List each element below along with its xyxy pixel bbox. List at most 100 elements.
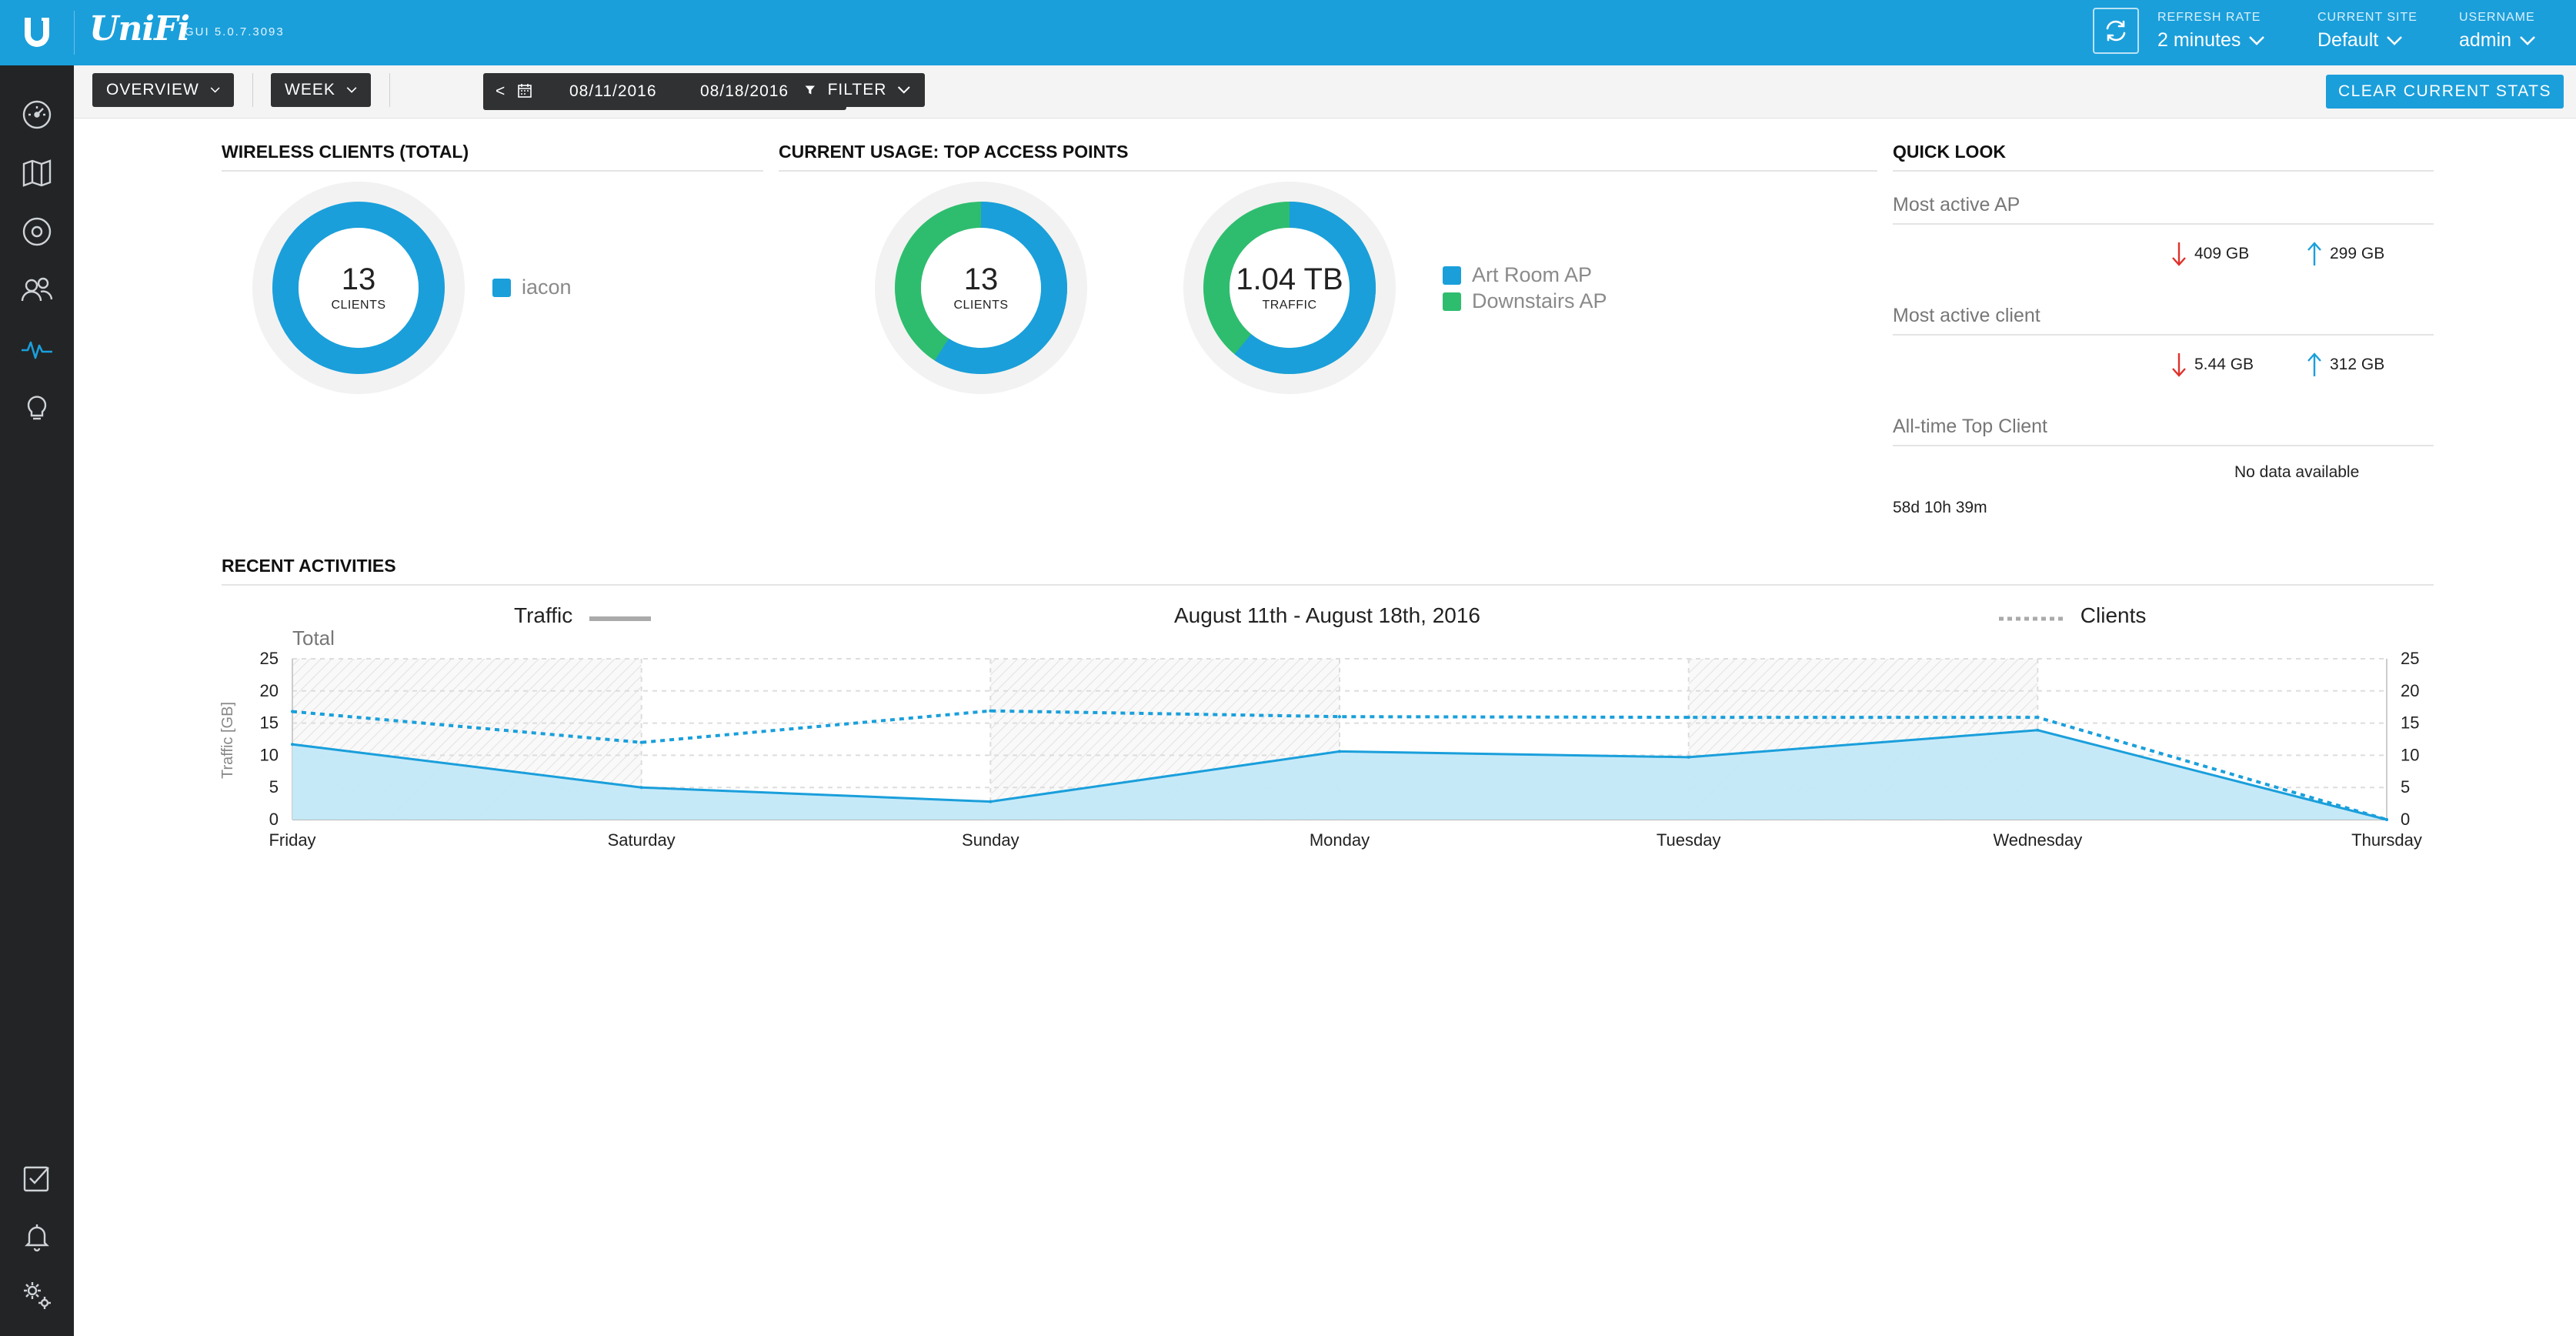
ap-traffic-value: 1.04 TB: [1236, 262, 1343, 296]
traffic-point: [639, 786, 643, 790]
arrow-up-icon: [2307, 242, 2321, 266]
clients-icon[interactable]: [18, 272, 55, 309]
ap-traffic-caption: TRAFFIC: [1262, 299, 1317, 312]
traffic-area: [292, 730, 2387, 820]
legend-label: Art Room AP: [1472, 263, 1593, 286]
x-tick-label: Friday: [269, 830, 315, 850]
x-tick-label: Monday: [1310, 830, 1370, 850]
section-divider: [222, 584, 2434, 586]
chevron-down-icon: [2520, 35, 2536, 45]
ap-traffic-donut[interactable]: 1.04 TB TRAFFIC: [1182, 180, 1397, 396]
y-tick-label-right: 20: [2401, 681, 2419, 700]
sidebar: [0, 65, 74, 1336]
filter-icon: [805, 85, 816, 95]
traffic-point: [989, 800, 993, 803]
view-select[interactable]: OVERVIEW: [92, 73, 234, 107]
arrow-down-icon: [2172, 242, 2186, 266]
clients-legend[interactable]: Clients: [1999, 603, 2146, 628]
clients-caption: CLIENTS: [331, 299, 386, 312]
x-tick-label: Thursday: [2351, 830, 2422, 850]
uptime-value: 58d 10h 39m: [1893, 499, 1987, 516]
y-tick-label-left: 10: [260, 745, 279, 764]
chevron-down-icon: [210, 87, 220, 93]
x-tick-label: Sunday: [962, 830, 1019, 850]
ubiquiti-logo-icon[interactable]: [0, 0, 74, 65]
legend-item[interactable]: Downstairs AP: [1443, 289, 1607, 313]
x-tick-label: Tuesday: [1657, 830, 1721, 850]
chevron-down-icon: [898, 86, 911, 94]
section-divider: [1893, 223, 2434, 225]
dotted-line-swatch: [1999, 616, 2064, 621]
upload-value: 299 GB: [2330, 245, 2385, 262]
recent-activities-title: RECENT ACTIVITIES: [222, 556, 396, 576]
x-tick-label: Wednesday: [1993, 830, 2082, 850]
refresh-button[interactable]: [2093, 8, 2139, 54]
traffic-line: [292, 729, 2387, 821]
most-active-client-upload: 312 GB: [2307, 352, 2384, 378]
devices-icon[interactable]: [18, 213, 55, 250]
traffic-point: [2036, 728, 2040, 732]
y-tick-label-right: 0: [2401, 810, 2410, 829]
toolbar: OVERVIEW WEEK < 08/11/2016 08/18/2016 > …: [74, 65, 2576, 119]
wireless-clients-donut[interactable]: 13 CLIENTS: [251, 180, 466, 396]
clients-line: [292, 709, 2387, 821]
legend-swatch: [492, 278, 511, 297]
prev-period-button[interactable]: <: [496, 82, 506, 100]
statistics-icon[interactable]: [18, 330, 55, 367]
dashboard-icon[interactable]: [18, 96, 55, 133]
username-label: USERNAME: [2459, 11, 2535, 24]
current-site-select[interactable]: CURRENT SITE Default: [2317, 11, 2418, 52]
legend-swatch: [1443, 266, 1461, 285]
current-site-value: Default: [2317, 29, 2379, 51]
traffic-point: [2385, 818, 2388, 821]
y-tick-label-left: 20: [260, 681, 279, 700]
filter-label: FILTER: [827, 81, 887, 99]
top-access-points-title: CURRENT USAGE: TOP ACCESS POINTS: [779, 142, 1129, 162]
most-active-ap-label: Most active AP: [1893, 194, 2020, 215]
y-tick-label-right: 5: [2401, 777, 2410, 797]
section-divider: [779, 170, 1877, 172]
calendar-icon[interactable]: [517, 83, 532, 99]
clients-point: [2036, 716, 2040, 720]
clients-count: 13: [341, 262, 376, 296]
filter-button[interactable]: FILTER: [789, 73, 925, 107]
top-client-value: No data available: [2234, 463, 2360, 481]
user-menu[interactable]: USERNAME admin: [2459, 11, 2536, 52]
legend-label: iacon: [522, 276, 572, 299]
date-end-field[interactable]: 08/18/2016: [700, 82, 789, 100]
y-tick-label-right: 15: [2401, 713, 2419, 733]
legend-item[interactable]: Art Room AP: [1443, 263, 1592, 287]
chevron-down-icon: [2387, 35, 2403, 45]
traffic-point: [1338, 750, 1341, 753]
period-select[interactable]: WEEK: [271, 73, 371, 107]
y-tick-label-left: 0: [269, 810, 279, 829]
legend-item[interactable]: iacon: [492, 276, 572, 299]
top-client-label: All-time Top Client: [1893, 416, 2048, 437]
clients-point: [639, 740, 643, 744]
logo-divider: [74, 11, 75, 55]
toolbar-divider: [389, 73, 390, 107]
insights-icon[interactable]: [18, 389, 55, 426]
clients-point: [2385, 818, 2388, 821]
ap-clients-donut[interactable]: 13 CLIENTS: [873, 180, 1089, 396]
arrow-down-icon: [2172, 353, 2186, 377]
refresh-rate-select[interactable]: REFRESH RATE 2 minutes: [2157, 11, 2265, 52]
date-start-field[interactable]: 08/11/2016: [569, 82, 657, 100]
most-active-ap-upload: 299 GB: [2307, 241, 2384, 267]
y-tick-label-right: 25: [2401, 649, 2419, 668]
solid-line-swatch: [589, 616, 652, 621]
y-tick-label-left: 15: [260, 713, 279, 733]
map-icon[interactable]: [18, 155, 55, 192]
quick-look-title: QUICK LOOK: [1893, 142, 2006, 162]
legend-label: Downstairs AP: [1472, 289, 1607, 312]
clear-stats-button[interactable]: CLEAR CURRENT STATS: [2325, 75, 2564, 109]
traffic-legend[interactable]: Traffic: [514, 603, 652, 628]
chart-date-range: August 11th - August 18th, 2016: [1174, 603, 1481, 627]
checklist-icon[interactable]: [18, 1160, 55, 1197]
alerts-icon[interactable]: [18, 1218, 55, 1255]
settings-icon[interactable]: [18, 1277, 55, 1314]
download-value: 5.44 GB: [2194, 356, 2254, 373]
donut-segment-iacon: [272, 202, 445, 374]
donut-segment-art-room-ap: [895, 202, 1067, 374]
toolbar-divider: [252, 73, 253, 107]
